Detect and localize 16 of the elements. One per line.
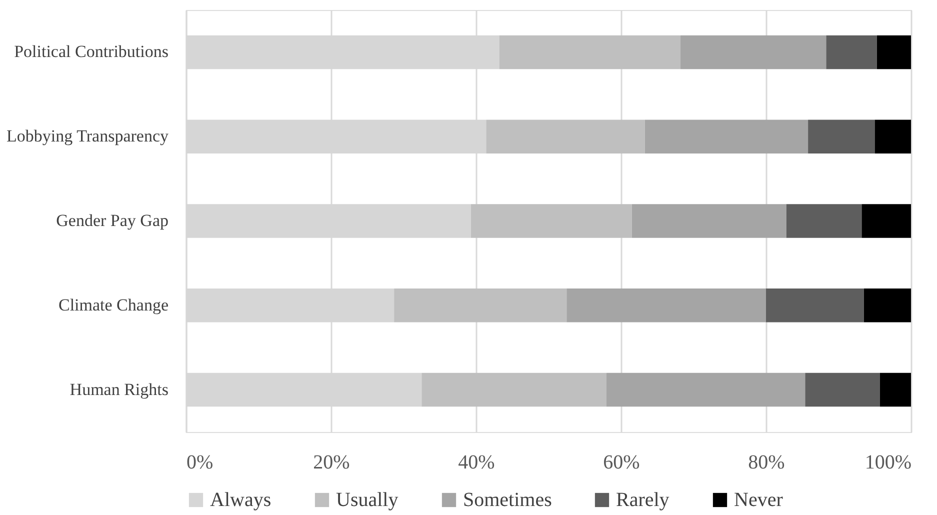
x-tick-label: 40% (458, 452, 495, 474)
y-tick-label: Lobbying Transparency (6, 126, 169, 146)
x-tick-label: 80% (748, 452, 785, 474)
y-tick-label: Gender Pay Gap (56, 211, 168, 230)
y-tick-label: Human Rights (70, 380, 168, 399)
y-tick-label: Climate Change (58, 295, 168, 314)
y-tick-label: Political Contributions (14, 42, 168, 62)
x-tick-label: 100% (864, 452, 912, 474)
legend-label: Rarely (616, 489, 670, 511)
x-tick-label: 0% (186, 452, 214, 474)
legend-label: Usually (336, 489, 398, 511)
x-tick-label: 60% (603, 452, 640, 474)
x-tick-label: 20% (313, 452, 350, 474)
legend-label: Never (734, 489, 784, 511)
legend-label: Sometimes (463, 489, 552, 511)
legend-label: Always (210, 489, 272, 511)
